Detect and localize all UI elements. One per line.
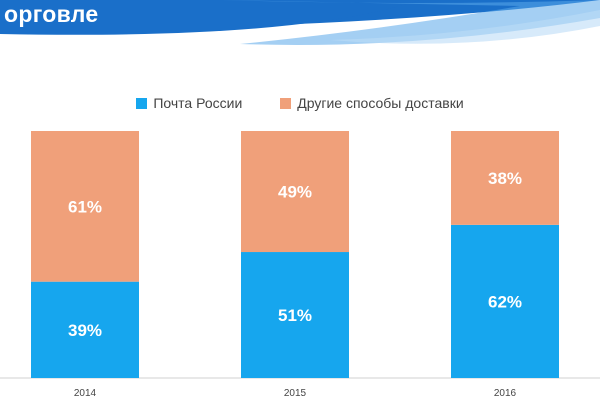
legend-label-post: Почта России bbox=[153, 95, 243, 111]
data-label-2015-series-0: 51% bbox=[278, 306, 312, 325]
legend-item-post: Почта России bbox=[136, 95, 242, 111]
data-label-2015-series-1: 49% bbox=[278, 183, 312, 202]
data-label-2014-series-0: 39% bbox=[68, 321, 102, 340]
bar-2015-series-0 bbox=[241, 252, 349, 378]
x-tick-label-2016: 2016 bbox=[494, 388, 517, 399]
banner-swoosh-light bbox=[330, 10, 600, 44]
x-tick-label-2014: 2014 bbox=[74, 388, 97, 399]
legend-item-other: Другие способы доставки bbox=[280, 95, 464, 111]
page-title: орговле bbox=[4, 1, 99, 27]
data-label-2014-series-1: 61% bbox=[68, 197, 102, 216]
banner-wave bbox=[0, 0, 420, 35]
data-label-2016-series-1: 38% bbox=[488, 169, 522, 188]
bar-2016-series-1 bbox=[451, 131, 559, 225]
legend-label-other: Другие способы доставки bbox=[297, 95, 464, 111]
bar-2014-series-1 bbox=[31, 131, 139, 282]
chart-legend: Почта России Другие способы доставки bbox=[0, 95, 600, 111]
header-banner bbox=[0, 0, 600, 45]
banner-swoosh bbox=[220, 0, 600, 45]
x-tick-label-2015: 2015 bbox=[284, 388, 307, 399]
legend-swatch-post bbox=[136, 97, 148, 109]
data-label-2016-series-0: 62% bbox=[488, 292, 522, 311]
bar-2016-series-0 bbox=[451, 224, 559, 378]
bar-2014-series-0 bbox=[31, 281, 139, 378]
bar-2015-series-1 bbox=[241, 131, 349, 253]
legend-swatch-other bbox=[280, 97, 292, 109]
